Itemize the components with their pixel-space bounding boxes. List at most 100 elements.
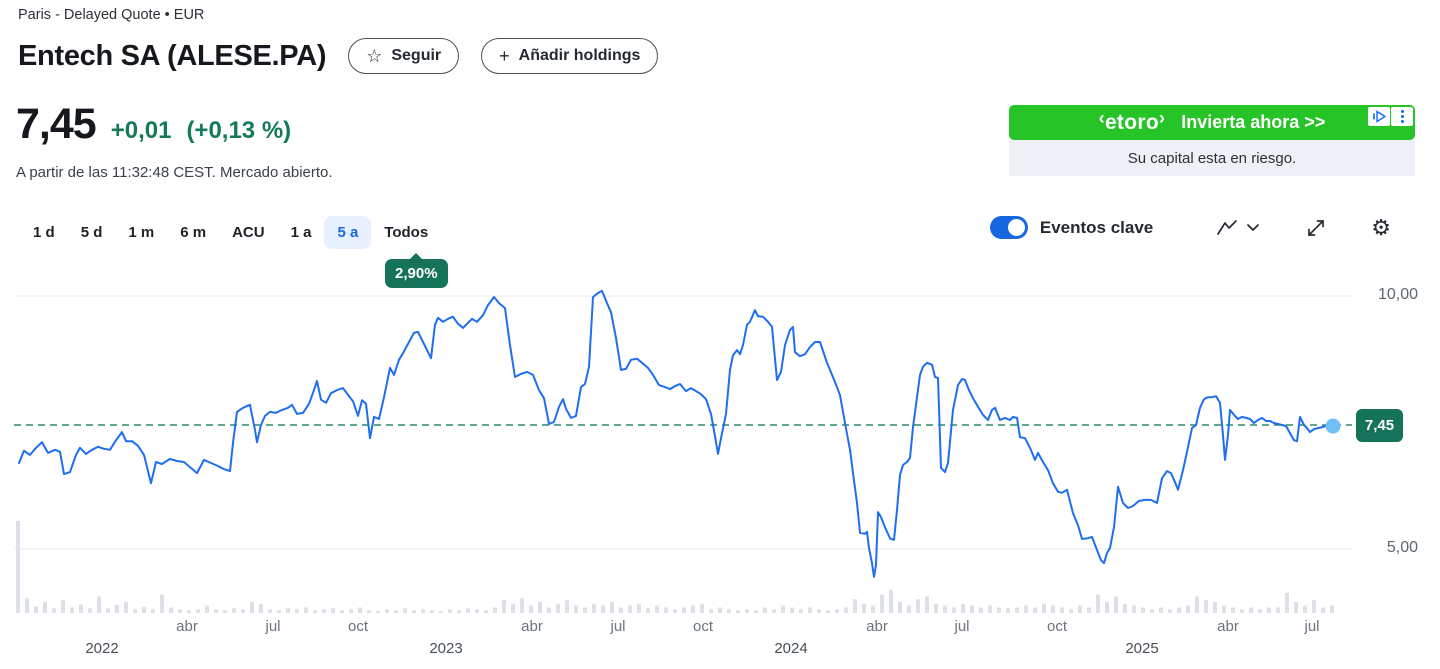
volume-bar — [745, 609, 749, 613]
volume-bar — [43, 601, 47, 613]
volume-bar — [304, 607, 308, 613]
chart-controls: Eventos clave ⚙ — [989, 216, 1391, 239]
volume-bar — [880, 594, 884, 613]
range-tab-5d[interactable]: 5 d — [80, 224, 103, 241]
current-price: 7,45 — [16, 100, 97, 148]
volume-bar — [25, 598, 29, 613]
volume-bar — [232, 608, 236, 613]
volume-bar — [1222, 605, 1226, 613]
volume-bar — [574, 605, 578, 613]
volume-bar — [1204, 600, 1208, 613]
volume-bar — [376, 611, 380, 613]
range-tab-6m[interactable]: 6 m — [180, 224, 207, 241]
volume-bar — [1060, 607, 1064, 613]
volume-bar — [1033, 607, 1037, 613]
volume-bar — [862, 603, 866, 613]
volume-bar — [169, 607, 173, 613]
exchange-currency-line: Paris - Delayed Quote • EUR — [18, 7, 205, 23]
volume-bar — [52, 608, 56, 613]
volume-bar — [826, 610, 830, 613]
volume-bar — [277, 610, 281, 613]
volume-bar — [592, 603, 596, 613]
volume-bar — [322, 609, 326, 613]
volume-bar — [493, 607, 497, 613]
range-change-badge: 2,90% — [385, 253, 448, 288]
etoro-horn-left-icon: ‹ — [1098, 108, 1105, 128]
volume-bar — [214, 609, 218, 613]
x-axis-month-label: abr — [176, 618, 198, 635]
range-tab-Todos[interactable]: Todos — [384, 224, 429, 241]
fullscreen-button[interactable] — [1306, 218, 1326, 238]
volume-bar — [1285, 592, 1289, 613]
x-axis-month-label: abr — [521, 618, 543, 635]
range-tab-5a[interactable]: 5 a — [324, 216, 372, 249]
volume-bar — [385, 609, 389, 613]
volume-bar — [700, 603, 704, 613]
volume-bar — [1330, 605, 1334, 613]
x-axis-month-label: jul — [610, 618, 626, 635]
volume-bar — [178, 609, 182, 613]
x-axis-month-label: oct — [1046, 618, 1068, 635]
volume-bar — [844, 607, 848, 613]
volume-bar — [988, 605, 992, 613]
volume-bar — [691, 605, 695, 613]
ad-menu-kebab-icon[interactable] — [1391, 107, 1413, 126]
page-title: Entech SA (ALESE.PA) — [18, 39, 327, 72]
follow-button[interactable]: ☆ Seguir — [348, 38, 460, 74]
adchoices-icon[interactable] — [1368, 107, 1390, 126]
volume-bar — [628, 605, 632, 613]
y-axis-tick-label: 10,00 — [1377, 286, 1418, 303]
x-axis-month-label: jul — [265, 618, 281, 635]
volume-bar — [1042, 603, 1046, 613]
volume-bar — [106, 608, 110, 613]
ad-banner[interactable]: ‹ etoro › Invierta ahora >> — [1009, 105, 1415, 140]
range-tab-ACU[interactable]: ACU — [232, 224, 265, 241]
volume-bar — [250, 601, 254, 613]
settings-button[interactable]: ⚙ — [1371, 216, 1391, 239]
range-tab-1d[interactable]: 1 d — [33, 224, 55, 241]
volume-bar — [1177, 607, 1181, 613]
volume-bar — [1303, 605, 1307, 613]
volume-bar — [16, 521, 20, 613]
add-holdings-button[interactable]: + Añadir holdings — [481, 38, 659, 74]
current-price-tag: 7,45 — [1356, 409, 1403, 443]
volume-bar — [124, 601, 128, 613]
volume-bar — [853, 599, 857, 613]
price-chart-svg[interactable] — [0, 256, 1440, 618]
volume-bar — [1069, 609, 1073, 613]
volume-bar — [430, 610, 434, 613]
volume-bar — [142, 606, 146, 613]
range-tab-1a[interactable]: 1 a — [290, 224, 312, 241]
volume-bar — [1123, 603, 1127, 613]
volume-bar — [1114, 596, 1118, 613]
volume-bar — [97, 596, 101, 613]
volume-bar — [223, 610, 227, 613]
chart-type-button[interactable] — [1215, 219, 1260, 237]
follow-button-label: Seguir — [391, 47, 442, 64]
volume-bar — [1195, 596, 1199, 613]
key-events-toggle[interactable] — [989, 216, 1028, 239]
volume-bar — [637, 603, 641, 613]
volume-bar — [799, 609, 803, 613]
range-tab-1m[interactable]: 1 m — [128, 224, 155, 241]
volume-bar — [1159, 607, 1163, 613]
volume-bar — [1240, 609, 1244, 613]
volume-bar — [943, 605, 947, 613]
volume-bar — [331, 608, 335, 613]
volume-bar — [682, 607, 686, 613]
volume-bar — [313, 610, 317, 613]
title-row: Entech SA (ALESE.PA) ☆ Seguir + Añadir h… — [18, 38, 659, 74]
volume-bar — [187, 610, 191, 613]
volume-bar — [1186, 605, 1190, 613]
x-axis-year-label: 2022 — [85, 640, 119, 657]
toggle-knob — [1007, 219, 1025, 236]
volume-bar — [1294, 601, 1298, 613]
etoro-logo: ‹ etoro › — [1098, 108, 1166, 134]
volume-bar — [484, 610, 488, 613]
volume-bar — [673, 609, 677, 613]
volume-bar — [1015, 607, 1019, 613]
price-chart[interactable] — [0, 256, 1440, 618]
volume-bar — [619, 607, 623, 613]
volume-bar — [1267, 607, 1271, 613]
volume-bar — [205, 605, 209, 613]
